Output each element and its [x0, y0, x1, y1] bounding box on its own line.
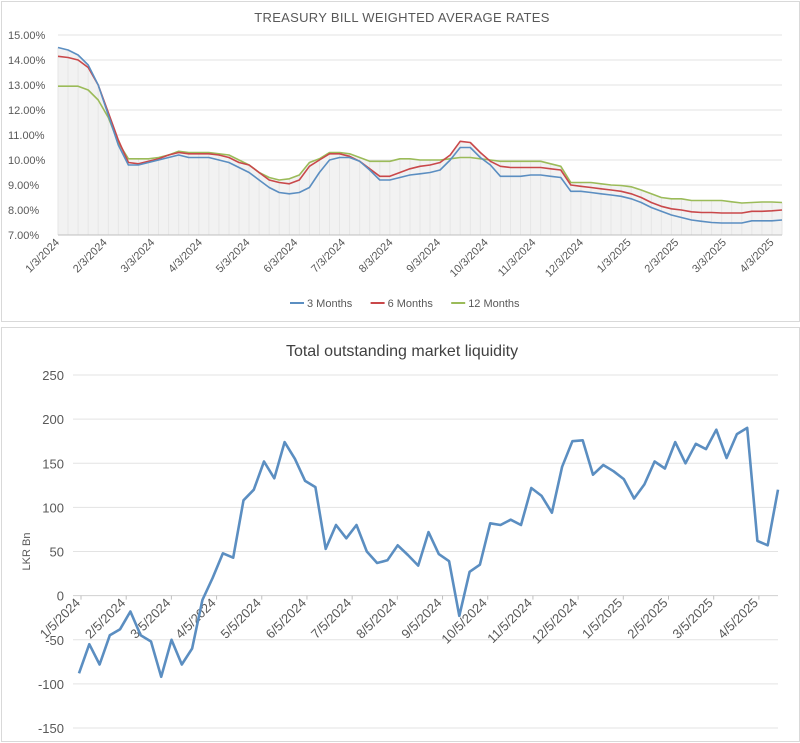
- x-tick-label: 10/5/2024: [438, 595, 490, 647]
- y-axis-label: LKR Bn: [21, 533, 33, 571]
- y-tick-label: 12.00%: [8, 105, 46, 117]
- treasury-bill-chart-panel: TREASURY BILL WEIGHTED AVERAGE RATES 15.…: [1, 1, 800, 322]
- x-tick-label: 9/3/2024: [404, 237, 443, 276]
- y-tick-label: 100: [42, 500, 64, 515]
- liquidity-chart: Total outstanding market liquidity LKR B…: [21, 343, 780, 736]
- x-tick-label: 2/3/2025: [643, 237, 682, 276]
- series-line-12-months: [58, 85, 783, 204]
- y-tick-label: 200: [42, 412, 64, 427]
- legend-label: 3 Months: [307, 298, 353, 310]
- x-tick-label: 8/5/2024: [353, 595, 399, 641]
- y-tick-label: -50: [45, 633, 64, 648]
- x-tick-label: 2/5/2025: [624, 595, 670, 641]
- y-tick-label: -100: [38, 677, 64, 692]
- x-tick-label: 1/3/2024: [23, 237, 62, 276]
- y-tick-label: -150: [38, 721, 64, 736]
- x-tick-label: 11/5/2024: [484, 595, 535, 646]
- series-line-3-months: [57, 46, 783, 224]
- x-tick-label: 2/5/2024: [82, 595, 128, 641]
- y-tick-label: 7.00%: [8, 230, 39, 242]
- y-tick-label: 9.00%: [8, 180, 39, 192]
- y-tick-label: 15.00%: [8, 30, 46, 42]
- y-tick-label: 0: [57, 589, 64, 604]
- y-tick-label: 250: [42, 368, 64, 383]
- x-tick-label: 2/3/2024: [71, 237, 110, 276]
- y-tick-label: 8.00%: [8, 205, 39, 217]
- x-tick-label: 7/5/2024: [308, 595, 354, 641]
- x-tick-label: 1/5/2025: [579, 595, 625, 641]
- x-tick-label: 4/3/2024: [166, 237, 205, 276]
- chart-title: Total outstanding market liquidity: [286, 343, 518, 360]
- treasury-bill-chart: TREASURY BILL WEIGHTED AVERAGE RATES 15.…: [8, 10, 783, 310]
- x-tick-label: 1/3/2025: [595, 237, 634, 276]
- y-tick-label: 150: [42, 456, 64, 471]
- x-tick-label: 9/5/2024: [398, 595, 444, 641]
- x-tick-label: 6/3/2024: [262, 237, 301, 276]
- x-tick-label: 6/5/2024: [263, 595, 309, 641]
- series-line-6-months: [57, 55, 783, 214]
- x-tick-label: 3/3/2024: [119, 237, 158, 276]
- y-tick-label: 50: [50, 545, 64, 560]
- x-tick-label: 12/5/2024: [529, 595, 581, 647]
- x-tick-label: 11/3/2024: [496, 237, 539, 280]
- series-line-liquidity: [77, 426, 780, 679]
- y-tick-label: 11.00%: [8, 130, 45, 142]
- chart-title: TREASURY BILL WEIGHTED AVERAGE RATES: [254, 10, 549, 25]
- x-tick-label: 3/5/2025: [669, 595, 715, 641]
- y-tick-label: 13.00%: [8, 80, 46, 92]
- x-tick-label: 8/3/2024: [357, 237, 396, 276]
- x-tick-label: 7/3/2024: [309, 237, 348, 276]
- x-tick-label: 3/3/2025: [690, 237, 729, 276]
- legend-label: 6 Months: [388, 298, 434, 310]
- y-tick-label: 10.00%: [8, 155, 46, 167]
- x-tick-label: 5/3/2024: [214, 237, 253, 276]
- liquidity-chart-panel: Total outstanding market liquidity LKR B…: [1, 327, 800, 742]
- y-tick-label: 14.00%: [8, 55, 46, 67]
- x-tick-label: 5/5/2024: [217, 595, 263, 641]
- x-tick-label: 12/3/2024: [543, 237, 586, 280]
- x-tick-label: 4/3/2025: [738, 237, 777, 276]
- legend-label: 12 Months: [468, 298, 520, 310]
- x-tick-label: 10/3/2024: [448, 237, 491, 280]
- x-tick-label: 4/5/2025: [715, 595, 761, 641]
